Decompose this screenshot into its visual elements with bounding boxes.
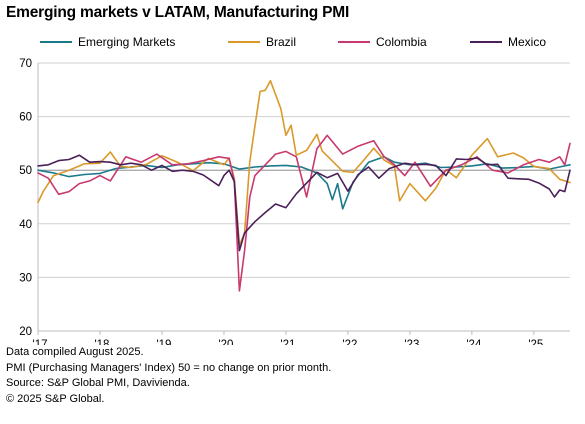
x-tick-label-20: '20 [218, 339, 233, 345]
legend-label-colombia: Colombia [376, 35, 427, 49]
y-tick-label-70: 70 [19, 58, 32, 70]
y-tick-label-60: 60 [19, 112, 32, 124]
x-tick-labels: '17 '18 '19 '20 '21 '22 '23 '24 '25 [33, 339, 544, 345]
x-tick-label-22: '22 [342, 339, 357, 345]
x-tick-label-21: '21 [280, 339, 295, 345]
x-tick-label-23: '23 [404, 339, 419, 345]
chart-notes: Data compiled August 2025. PMI (Purchasi… [6, 345, 331, 407]
series-line-brazil [37, 79, 571, 246]
y-tick-label-40: 40 [19, 219, 32, 231]
x-tick-label-17: '17 [33, 339, 48, 345]
gridlines [38, 62, 570, 332]
legend-label-mexico: Mexico [508, 35, 546, 49]
legend-label-emerging-markets: Emerging Markets [78, 35, 175, 49]
note-copyright: © 2025 S&P Global. [6, 392, 105, 405]
note-source: Source: S&P Global PMI, Davivienda. [6, 377, 190, 389]
axes [37, 63, 570, 335]
chart-title: Emerging markets v LATAM, Manufacturing … [6, 4, 350, 21]
note-pmi-definition: PMI (Purchasing Managers' Index) 50 = no… [6, 361, 332, 374]
legend-label-brazil: Brazil [266, 35, 296, 49]
x-tick-label-18: '18 [94, 339, 109, 345]
y-tick-label-50: 50 [19, 165, 32, 177]
y-tick-label-30: 30 [19, 272, 32, 284]
legend: Emerging Markets Brazil Colombia Mexico [40, 35, 546, 49]
x-tick-label-25: '25 [528, 339, 543, 345]
series-line-colombia [37, 134, 571, 292]
series-line-mexico [37, 154, 571, 252]
pmi-line-chart: 20 30 40 50 60 70 '17 '18 '19 '20 '21 '22 '23 '24 '25… [19, 35, 571, 345]
y-tick-labels: 20 30 40 50 60 70 [19, 58, 32, 338]
series-lines [37, 79, 571, 292]
x-tick-label-24: '24 [466, 339, 482, 345]
note-data-compiled: Data compiled August 2025. [6, 346, 144, 358]
x-tick-label-19: '19 [156, 339, 171, 345]
y-tick-label-20: 20 [19, 326, 32, 338]
